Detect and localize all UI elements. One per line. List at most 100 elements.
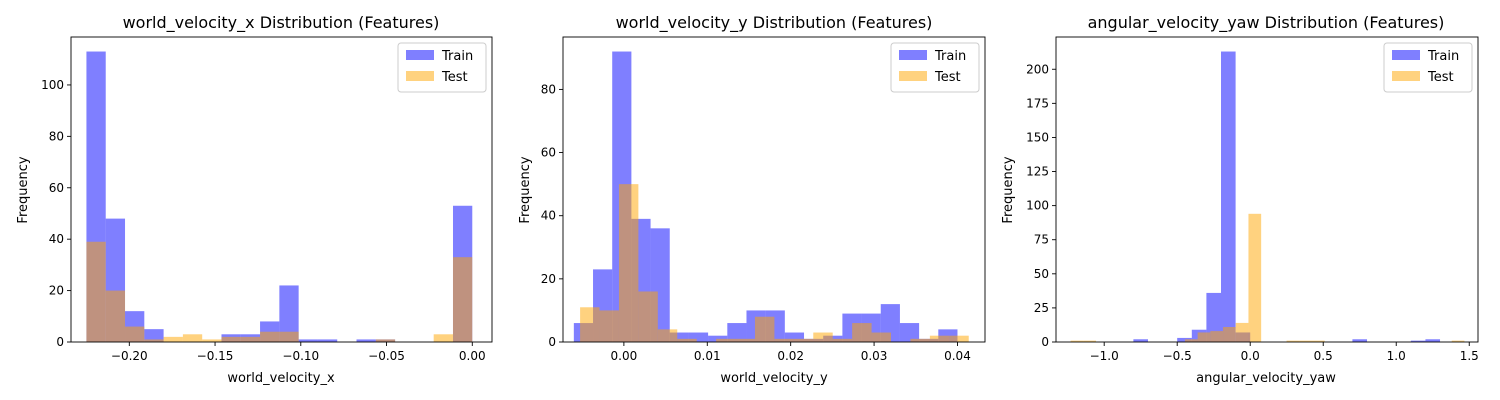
chart-2-train-bar <box>669 332 689 342</box>
chart-2-test-bar <box>832 338 853 342</box>
chart-3-ytick-label: 25 <box>1034 301 1049 315</box>
chart-3-legend: Train Test <box>1383 42 1473 93</box>
chart-2-legend-swatch-train <box>899 50 927 60</box>
chart-3-xtick-label: −1.0 <box>1090 349 1119 363</box>
chart-3-test-bar <box>1184 339 1198 342</box>
chart-3-test-bar <box>1197 332 1211 342</box>
chart-1-legend-label-train: Train <box>441 49 473 64</box>
chart-3-train-bar <box>1177 337 1192 342</box>
chart-1-title: world_velocity_x Distribution (Features) <box>123 13 440 33</box>
chart-1-ytick-label: 20 <box>49 284 64 298</box>
chart-2-axes-frame <box>562 36 986 343</box>
chart-1-test-bar <box>279 331 299 342</box>
chart-2-test-bar <box>949 335 969 342</box>
chart-3-xtick-label: −0.5 <box>1163 349 1192 363</box>
chart-3-test-bar <box>1210 331 1224 342</box>
chart-3-train-bar <box>1206 292 1221 342</box>
chart-2-plot: 0.00 0.01 0.02 0.03 0.04 0 20 40 60 80 Train Test <box>541 36 986 363</box>
chart-1-test-bar <box>125 326 145 342</box>
chart-3-axes-frame <box>1055 36 1479 343</box>
chart-2-test-bar <box>618 184 639 342</box>
chart-3-ytick-label: 175 <box>1026 96 1049 110</box>
chart-3-ytick-label: 125 <box>1026 165 1049 179</box>
chart-1-ytick-label: 0 <box>56 335 64 349</box>
chart-2-test-bar <box>813 332 833 342</box>
chart-3-test-bar <box>1083 340 1097 342</box>
chart-2-test-bar <box>910 338 930 342</box>
chart-3-xtick-label: 0.5 <box>1314 349 1333 363</box>
chart-1-ytick-label: 40 <box>49 232 64 246</box>
chart-1-ytick-label: 80 <box>49 129 64 143</box>
chart-1-train-bar <box>356 339 376 342</box>
chart-2-test-bar <box>638 291 658 342</box>
chart-2-test-bar <box>754 316 775 342</box>
chart-3-ytick-label: 100 <box>1026 199 1049 213</box>
chart-1-test-bar <box>221 336 241 342</box>
chart-1-test-bar <box>86 241 106 342</box>
chart-2: world_velocity_y Distribution (Features)… <box>518 13 986 386</box>
chart-2-train-bar <box>727 323 747 342</box>
chart-3-test-bar <box>1070 340 1084 342</box>
chart-2-xtick-label: 0.01 <box>694 349 721 363</box>
chart-3-train-bar <box>1133 339 1148 342</box>
chart-3-ylabel: Frequency <box>1001 156 1016 223</box>
chart-1-plot: −0.20 −0.15 −0.10 −0.05 0.00 0 20 40 60 80 100 Trai… <box>41 36 493 363</box>
chart-1-test-bar <box>375 339 396 342</box>
chart-2-ytick-label: 20 <box>541 272 556 286</box>
chart-2-train-bar <box>880 304 900 342</box>
chart-2-xtick-label: 0.02 <box>777 349 804 363</box>
chart-1-train-bar <box>279 285 299 342</box>
chart-2-test-bar <box>580 307 600 342</box>
chart-3-ytick-label: 50 <box>1034 267 1049 281</box>
chart-1-xtick-label: −0.20 <box>111 349 148 363</box>
chart-1-ylabel: Frequency <box>16 156 31 223</box>
chart-2-ytick-label: 60 <box>541 146 556 160</box>
chart-1: world_velocity_x Distribution (Features)… <box>16 13 493 386</box>
chart-2-test-bar <box>657 329 678 342</box>
chart-1-test-bar <box>260 331 280 342</box>
chart-3-legend-label-train: Train <box>1427 49 1459 64</box>
chart-2-test-bar <box>716 338 736 342</box>
chart-2-legend: Train Test <box>890 42 980 93</box>
chart-3-test-bar <box>1248 213 1262 342</box>
chart-2-ytick-label: 80 <box>541 82 556 96</box>
chart-2-test-bar <box>929 335 950 342</box>
chart-1-test-bar <box>240 336 261 342</box>
chart-2-legend-swatch-test <box>899 71 927 81</box>
chart-2-test-bar <box>852 323 872 342</box>
chart-1-xtick-label: −0.10 <box>282 349 319 363</box>
chart-1-train-bar <box>317 339 338 342</box>
chart-2-test-bar <box>735 338 755 342</box>
chart-3-title: angular_velocity_yaw Distribution (Featu… <box>1088 13 1445 33</box>
chart-2-test-bar <box>677 338 697 342</box>
chart-3-legend-label-test: Test <box>1427 70 1454 85</box>
chart-2-xtick-label: 0.00 <box>611 349 638 363</box>
chart-3-test-bar <box>1286 340 1300 342</box>
chart-1-test-bar <box>202 339 222 342</box>
chart-3-xtick-label: 0.0 <box>1241 349 1260 363</box>
chart-2-train-bar <box>688 332 709 342</box>
chart-3-test-bar <box>1451 340 1465 342</box>
chart-3-train-bar <box>1410 340 1426 342</box>
chart-1-train-bar <box>144 329 164 342</box>
chart-1-xtick-label: −0.05 <box>368 349 405 363</box>
chart-2-test-bar <box>871 332 892 342</box>
chart-1-legend-label-test: Test <box>441 70 468 85</box>
chart-3-test-bar <box>1299 340 1312 342</box>
chart-3-test-bar <box>1235 322 1249 342</box>
chart-2-legend-label-train: Train <box>934 49 966 64</box>
chart-1-train-bar <box>298 339 318 342</box>
chart-1-legend-swatch-test <box>406 71 434 81</box>
chart-1-legend-swatch-train <box>406 50 434 60</box>
chart-3-plot: −1.0 −0.5 0.0 0.5 1.0 1.5 0 25 50 75 100 125 150 175 2… <box>1026 36 1479 363</box>
chart-1-test-bar <box>182 334 203 342</box>
chart-1-legend: Train Test <box>397 42 487 93</box>
chart-2-train-bar <box>784 332 805 342</box>
chart-3-train-bar <box>1221 51 1236 343</box>
chart-2-xtick-label: 0.03 <box>861 349 888 363</box>
chart-3-xtick-label: 1.0 <box>1387 349 1406 363</box>
chart-1-xlabel: world_velocity_x <box>227 371 335 386</box>
chart-3-test-bar <box>1223 327 1236 342</box>
chart-2-ylabel: Frequency <box>518 156 533 223</box>
